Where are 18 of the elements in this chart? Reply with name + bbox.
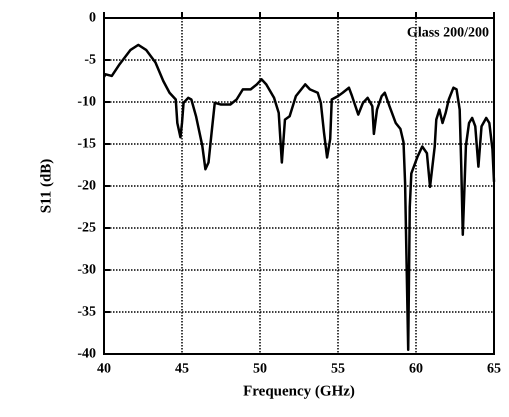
y-tick-label: -5 [84, 52, 96, 68]
y-tick-label: -15 [77, 136, 96, 152]
x-tick-label: 40 [97, 362, 111, 376]
annotation: Glass 200/200 [406, 26, 490, 40]
x-tick-label: 60 [409, 362, 423, 376]
y-tick-label: -10 [77, 94, 96, 110]
x-tick-label: 45 [175, 362, 189, 376]
y-tick-label: -35 [77, 304, 96, 320]
x-axis-title: Frequency (GHz) [243, 384, 355, 400]
x-tick-label: 50 [253, 362, 267, 376]
y-tick-label: -25 [77, 220, 96, 236]
y-tick-label: -30 [77, 262, 96, 278]
y-tick-label: -40 [77, 346, 96, 362]
x-tick-label: 55 [331, 362, 345, 376]
y-tick-label: 0 [89, 10, 96, 26]
x-tick-label: 65 [487, 362, 501, 376]
y-tick-label: -20 [77, 178, 96, 194]
y-axis-title: S11 (dB) [38, 158, 54, 214]
